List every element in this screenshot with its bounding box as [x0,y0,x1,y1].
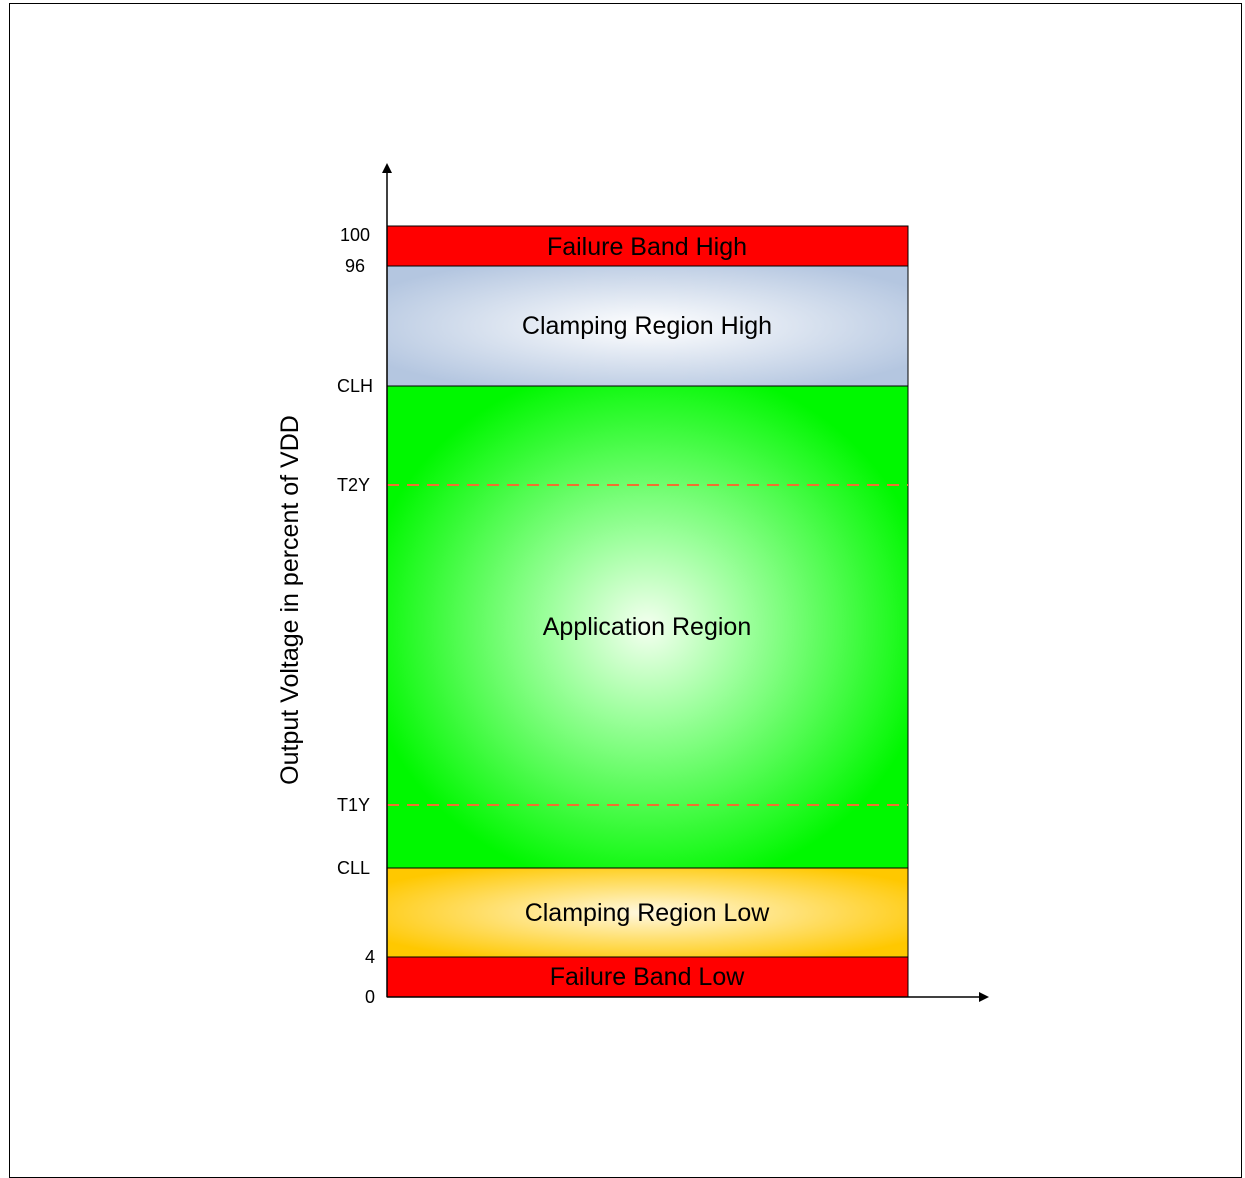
failure-band-high-label: Failure Band High [547,233,747,261]
tick-label-96: 96 [345,256,365,276]
application-region [386,385,909,869]
tick-label-t2y: T2Y [337,475,370,495]
tick-label-100: 100 [340,225,370,245]
tick-label-cll: CLL [337,858,370,878]
clamping-region-low-label: Clamping Region Low [525,899,771,927]
clamping-region-high-label: Clamping Region High [522,312,772,340]
y-axis-title: Output Voltage in percent of VDD [276,415,304,785]
tick-label-4: 4 [365,947,375,967]
application-region-label: Application Region [543,613,751,641]
failure-band-low-label: Failure Band Low [550,963,746,991]
tick-label-0: 0 [365,987,375,1007]
clamping-region-high [386,265,909,387]
tick-label-t1y: T1Y [337,795,370,815]
tick-label-clh: CLH [337,376,373,396]
